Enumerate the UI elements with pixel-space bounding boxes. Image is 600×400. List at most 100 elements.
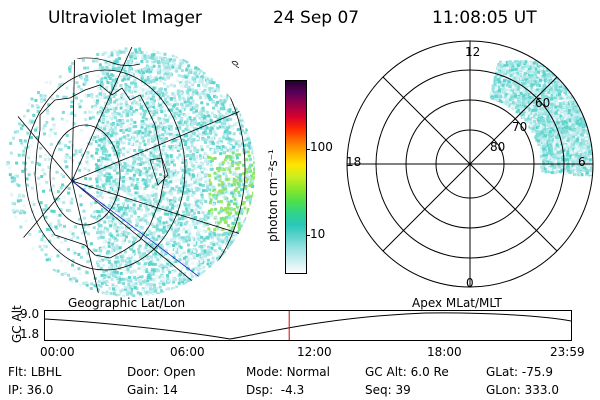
emission-pixel	[250, 184, 254, 188]
emission-pixel	[193, 181, 197, 185]
emission-pixel	[19, 225, 23, 229]
emission-pixel	[52, 191, 56, 195]
emission-pixel	[94, 139, 98, 143]
emission-pixel	[211, 140, 215, 144]
emission-pixel	[213, 114, 217, 118]
emission-pixel	[111, 223, 115, 227]
emission-pixel	[166, 102, 170, 106]
emission-pixel	[165, 160, 169, 164]
emission-pixel	[108, 237, 112, 241]
emission-pixel	[180, 203, 184, 207]
emission-pixel	[40, 238, 44, 242]
emission-pixel	[169, 125, 173, 129]
emission-pixel	[33, 155, 37, 159]
emission-pixel	[129, 122, 133, 126]
emission-pixel	[246, 137, 250, 141]
emission-pixel	[138, 276, 142, 280]
emission-pixel	[154, 182, 158, 186]
emission-pixel	[203, 224, 207, 228]
emission-pixel	[112, 114, 116, 118]
emission-pixel	[172, 111, 176, 115]
emission-pixel	[105, 66, 109, 70]
emission-pixel	[206, 216, 210, 220]
emission-pixel	[133, 269, 137, 273]
emission-pixel	[126, 59, 130, 63]
emission-pixel	[216, 107, 220, 111]
emission-pixel	[168, 67, 172, 71]
emission-pixel	[138, 184, 142, 188]
emission-pixel	[234, 142, 238, 146]
emission-pixel	[16, 174, 20, 178]
emission-pixel	[126, 133, 130, 137]
emission-pixel	[93, 99, 97, 103]
emission-pixel	[170, 157, 174, 161]
emission-pixel	[145, 131, 149, 135]
emission-pixel	[138, 244, 142, 248]
emission-pixel	[185, 230, 189, 234]
emission-pixel	[232, 111, 236, 115]
emission-pixel	[144, 166, 148, 170]
emission-pixel	[99, 165, 103, 169]
emission-pixel	[187, 85, 191, 89]
emission-pixel	[114, 129, 118, 133]
emission-pixel	[107, 215, 111, 219]
emission-pixel	[245, 158, 249, 162]
emission-pixel	[62, 175, 66, 179]
emission-pixel	[153, 249, 157, 253]
emission-pixel	[113, 190, 117, 194]
emission-pixel	[99, 135, 103, 139]
emission-pixel	[68, 230, 72, 234]
emission-pixel	[96, 260, 100, 264]
emission-pixel	[9, 141, 13, 145]
emission-pixel	[148, 201, 152, 205]
emission-pixel	[167, 279, 171, 283]
emission-pixel	[217, 183, 221, 187]
emission-pixel	[155, 187, 159, 191]
emission-pixel	[10, 192, 14, 196]
emission-pixel	[157, 260, 161, 264]
emission-pixel	[99, 284, 103, 288]
emission-pixel	[123, 166, 127, 170]
emission-pixel	[104, 247, 108, 251]
emission-pixel	[171, 289, 175, 293]
emission-pixel	[216, 248, 220, 252]
emission-pixel	[196, 199, 200, 203]
emission-pixel	[246, 193, 250, 197]
emission-pixel	[202, 123, 206, 127]
emission-pixel	[104, 110, 108, 114]
emission-pixel	[220, 148, 224, 152]
emission-pixel	[112, 235, 116, 239]
emission-pixel	[40, 175, 44, 179]
emission-pixel	[98, 119, 102, 123]
emission-pixel	[190, 214, 194, 218]
emission-pixel	[59, 186, 63, 190]
emission-pixel	[226, 217, 230, 221]
emission-pixel	[155, 110, 159, 114]
emission-pixel	[128, 188, 132, 192]
emission-pixel	[121, 110, 125, 114]
emission-pixel	[246, 209, 250, 213]
emission-pixel	[186, 100, 190, 104]
emission-pixel	[238, 194, 242, 198]
emission-pixel	[176, 288, 180, 292]
emission-pixel	[79, 99, 83, 103]
emission-pixel	[102, 240, 106, 244]
emission-pixel	[128, 259, 132, 263]
emission-pixel	[217, 211, 221, 215]
emission-pixel	[78, 217, 82, 221]
emission-pixel	[184, 75, 188, 79]
emission-pixel	[128, 176, 132, 180]
emission-pixel	[138, 148, 142, 152]
emission-pixel	[98, 112, 102, 116]
emission-pixel	[126, 105, 130, 109]
emission-pixel	[37, 182, 41, 186]
emission-pixel	[73, 114, 77, 118]
emission-pixel	[135, 223, 139, 227]
emission-pixel	[99, 96, 103, 100]
emission-pixel	[180, 153, 184, 157]
emission-pixel	[187, 254, 191, 258]
emission-pixel	[153, 76, 157, 80]
emission-pixel	[89, 204, 93, 208]
emission-pixel	[169, 189, 173, 193]
emission-pixel	[208, 251, 212, 255]
